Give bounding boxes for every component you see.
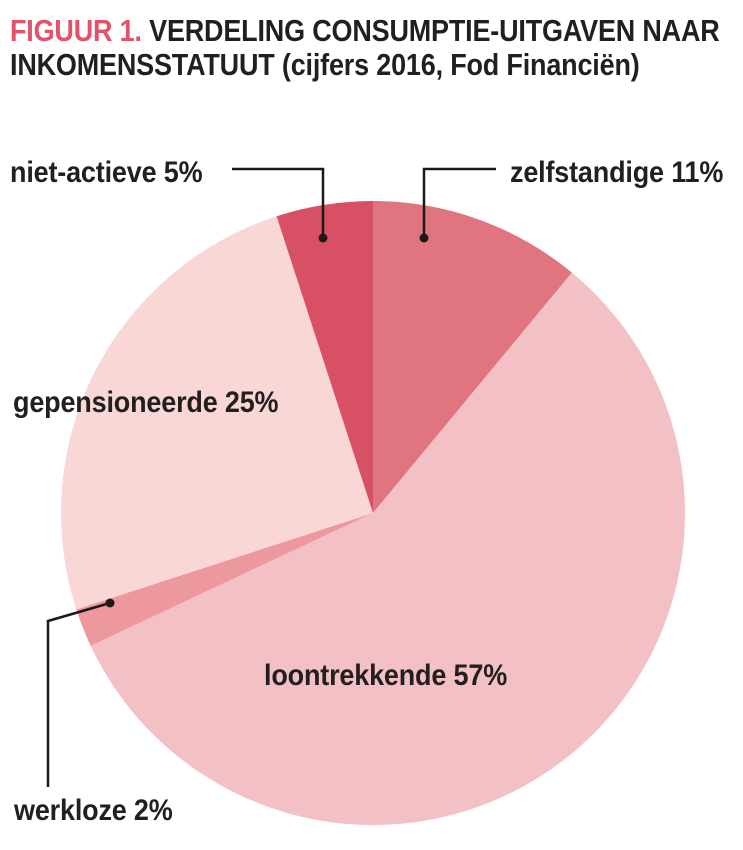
slice-label-niet-actieve: niet-actieve 5% bbox=[10, 156, 203, 189]
pie-slice-niet-actieve bbox=[276, 201, 373, 513]
figure-title: FIGUUR 1. VERDELING CONSUMPTIE-UITGAVEN … bbox=[10, 14, 720, 82]
figure-title-line1-text: VERDELING CONSUMPTIE-UITGAVEN NAAR bbox=[141, 13, 720, 48]
figure-title-line1: FIGUUR 1. VERDELING CONSUMPTIE-UITGAVEN … bbox=[10, 14, 720, 48]
pie-slice-zelfstandige bbox=[373, 201, 572, 513]
pie-slice-loontrekkende bbox=[90, 272, 685, 825]
leader-line-werkloze bbox=[46, 601, 111, 787]
pie-slice-werkloze bbox=[76, 513, 374, 646]
figure-title-line2: INKOMENSSTATUUT (cijfers 2016, Fod Finan… bbox=[10, 47, 640, 82]
slice-label-loontrekkende: loontrekkende 57% bbox=[264, 659, 508, 692]
leader-dot-werkloze bbox=[105, 598, 115, 608]
slice-label-werkloze: werkloze 2% bbox=[14, 794, 173, 827]
leader-dot-niet-actieve bbox=[318, 233, 328, 243]
leader-dot-zelfstandige bbox=[419, 233, 429, 243]
figure-number: FIGUUR 1. bbox=[10, 13, 142, 48]
leader-line-zelfstandige bbox=[422, 167, 496, 238]
pie-slice-gepensioneerde bbox=[61, 216, 373, 610]
slice-label-gepensioneerde: gepensioneerde 25% bbox=[13, 386, 279, 419]
slice-label-zelfstandige: zelfstandige 11% bbox=[510, 156, 724, 189]
leader-line-niet-actieve bbox=[232, 167, 325, 238]
